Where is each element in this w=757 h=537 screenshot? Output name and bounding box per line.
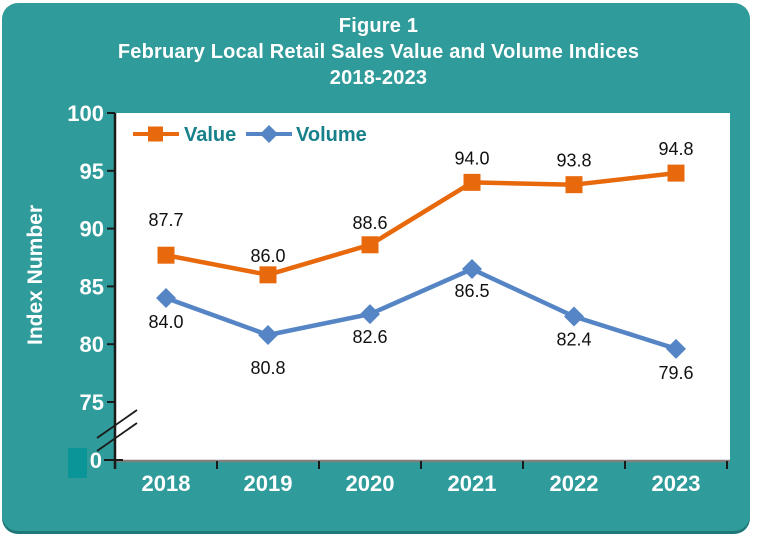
volume-label-2023: 79.6 [658, 363, 693, 383]
volume-marker-2020 [360, 304, 380, 325]
y-tick-label-90: 90 [80, 217, 104, 242]
value-label-2020: 88.6 [352, 213, 387, 233]
axis-break-icon [96, 409, 138, 452]
y-tick-label-85: 85 [80, 274, 104, 299]
volume-line [163, 266, 679, 352]
legend-value-marker [148, 126, 163, 142]
value-label-2019: 86.0 [250, 246, 285, 266]
value-marker-2018 [157, 246, 175, 264]
x-tick-label-2022: 2022 [550, 471, 599, 496]
legend: Value Volume [133, 124, 367, 146]
chart-title-line3: 2018-2023 [329, 67, 428, 89]
value-label-2021: 94.0 [454, 148, 489, 168]
volume-label-2018: 84.0 [148, 312, 183, 332]
volume-label-2022: 82.4 [556, 329, 591, 349]
volume-marker-2022 [564, 306, 584, 327]
chart-title-line1: Figure 1 [338, 15, 419, 37]
value-label-2018: 87.7 [148, 210, 183, 230]
volume-marker-2019 [258, 324, 278, 345]
legend-volume-label: Volume [296, 124, 367, 146]
volume-label-2019: 80.8 [250, 358, 285, 378]
chart-title-block: Figure 1 February Local Retail Sales Val… [0, 13, 757, 91]
chart-title-line2: February Local Retail Sales Value and Vo… [117, 41, 640, 63]
value-label-2022: 93.8 [556, 151, 591, 171]
y-tick-label-95: 95 [80, 159, 104, 184]
y-tick-label-75: 75 [80, 390, 104, 415]
accent-square [68, 448, 87, 478]
x-tick-label-2018: 2018 [142, 471, 191, 496]
value-label-2023: 94.8 [658, 139, 693, 159]
volume-marker-2018 [156, 287, 176, 308]
value-marker-2021 [463, 173, 481, 191]
x-tick-label-2021: 2021 [448, 471, 497, 496]
value-marker-2022 [565, 176, 583, 194]
x-tick-label-2020: 2020 [346, 471, 395, 496]
volume-label-2021: 86.5 [454, 281, 489, 301]
volume-marker-2023 [666, 338, 686, 359]
volume-marker-2021 [462, 259, 482, 280]
value-marker-2019 [259, 266, 277, 284]
x-tick-label-2019: 2019 [244, 471, 293, 496]
y-tick-label-0: 0 [90, 448, 102, 473]
value-marker-2020 [361, 236, 379, 254]
legend-volume-marker [260, 125, 278, 143]
legend-value-label: Value [184, 124, 236, 146]
value-marker-2023 [667, 164, 685, 182]
value-line [163, 170, 679, 278]
volume-label-2020: 82.6 [352, 327, 387, 347]
x-tick-label-2023: 2023 [652, 471, 701, 496]
y-tick-label-80: 80 [80, 332, 104, 357]
y-tick-label-100: 100 [67, 101, 104, 126]
plot-area [115, 113, 730, 461]
